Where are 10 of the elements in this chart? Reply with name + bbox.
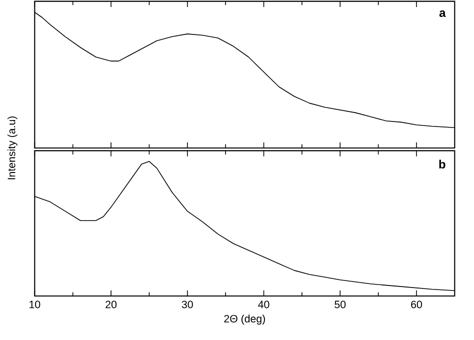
- x-tick-label: 50: [334, 300, 346, 308]
- y-axis-title: Intensity (a.u): [7, 116, 18, 180]
- x-tick-label: 40: [258, 300, 270, 308]
- annotation: a: [439, 10, 446, 17]
- x-tick-label: 20: [106, 300, 117, 308]
- annotation: b: [439, 160, 446, 168]
- x-tick-label: 30: [182, 300, 193, 308]
- x-tick-label: 10: [30, 300, 40, 308]
- x-axis-title: 2Θ (deg): [224, 314, 265, 324]
- x-tick-label: 60: [411, 300, 422, 308]
